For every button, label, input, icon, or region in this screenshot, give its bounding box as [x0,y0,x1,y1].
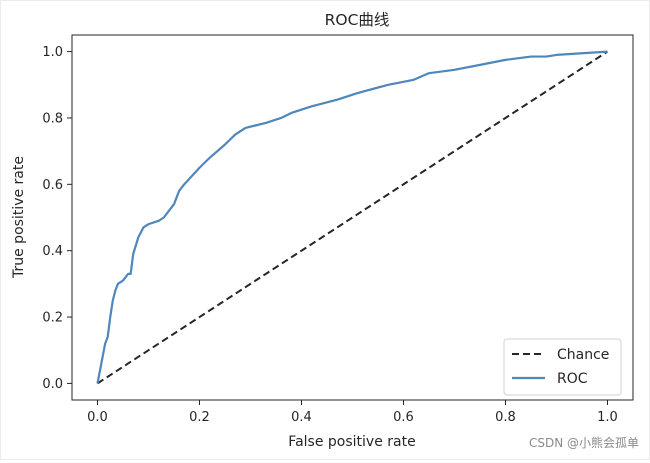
series-layer [96,50,609,385]
x-axis-ticks: 0.0 0.2 0.4 0.6 0.8 1.0 [87,400,618,425]
x-axis-label: False positive rate [288,434,415,450]
legend: Chance ROC [503,338,622,396]
y-axis-label: True positive rate [11,156,27,279]
y-tick-label: 0.4 [42,244,63,259]
x-tick-label: 1.0 [597,410,618,425]
x-tick-label: 0.0 [87,410,108,425]
legend-chance-label: Chance [557,347,609,363]
chart-title: ROC曲线 [325,11,390,29]
y-tick-label: 0.0 [42,377,63,392]
series-line-roc [96,50,608,384]
x-tick-label: 0.8 [495,410,516,425]
legend-roc-label: ROC [557,371,588,387]
y-tick-label: 0.8 [42,111,63,126]
watermark-text: CSDN @小熊会孤单 [528,436,639,450]
x-tick-label: 0.4 [291,410,312,425]
y-axis-ticks: 0.0 0.2 0.4 0.6 0.8 1.0 [42,45,72,392]
y-tick-label: 0.2 [42,311,63,326]
legend-box [503,338,622,396]
y-tick-label: 1.0 [42,45,63,60]
x-tick-label: 0.6 [393,410,414,425]
series-line-chance [96,50,609,385]
y-tick-label: 0.6 [42,178,63,193]
x-tick-label: 0.2 [189,410,210,425]
